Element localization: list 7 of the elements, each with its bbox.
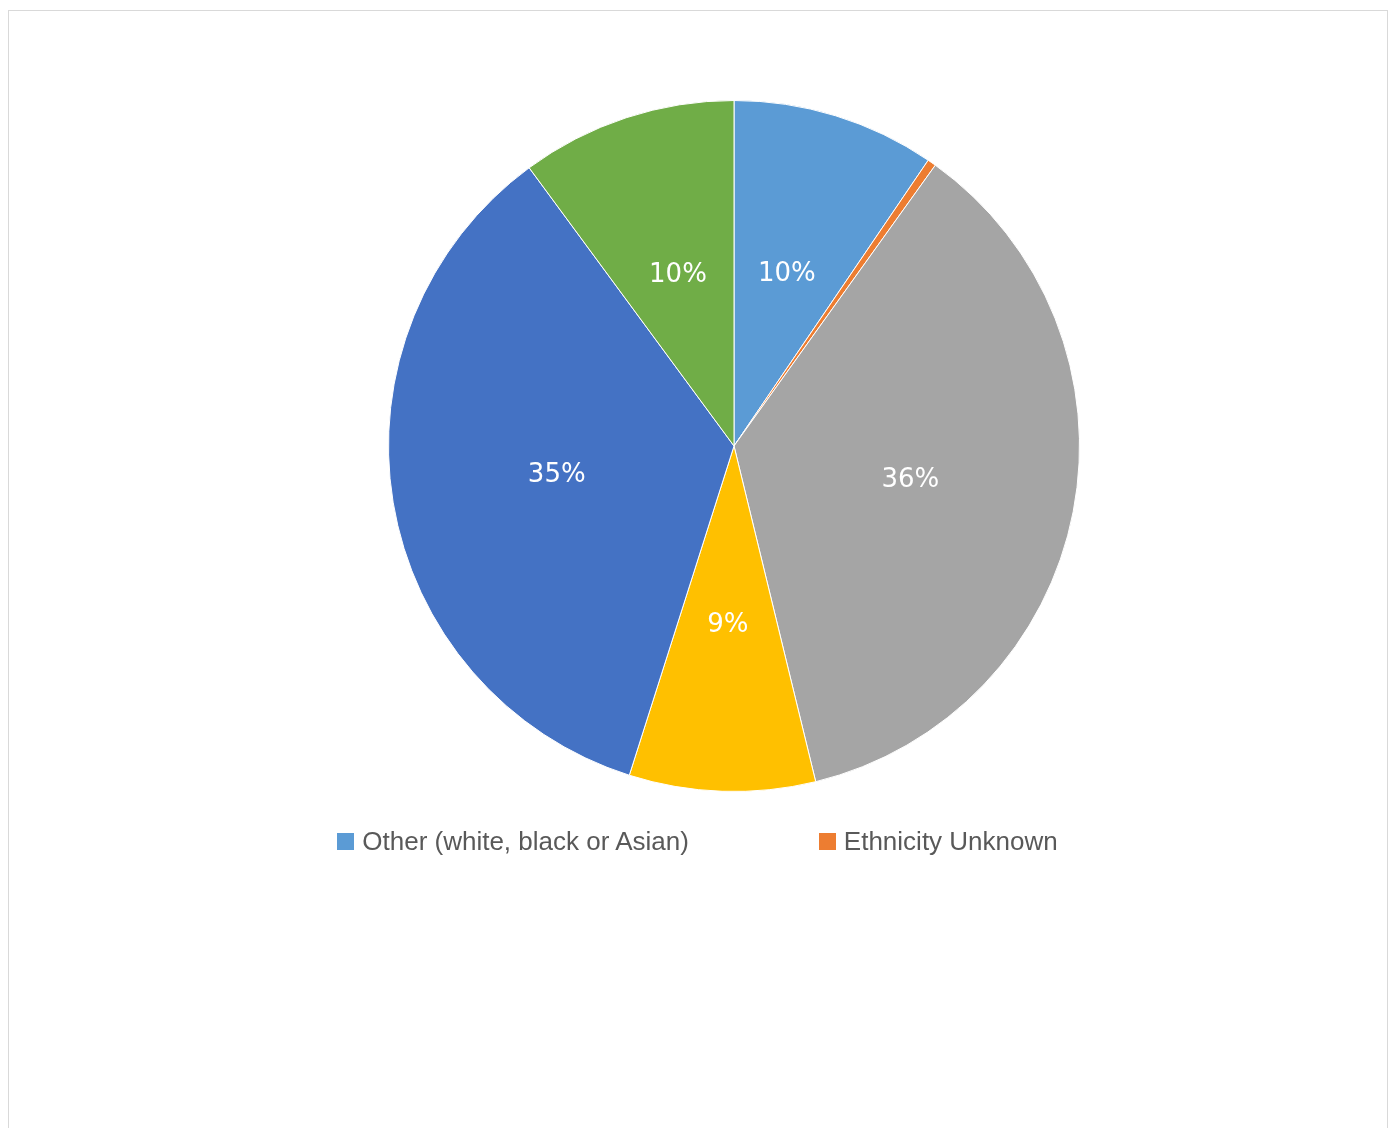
data-label: 35% (527, 457, 586, 488)
data-label: 9% (707, 608, 749, 639)
legend-label: Other (white, black or Asian) (362, 826, 689, 857)
data-label: 36% (881, 462, 940, 493)
data-label: 10% (757, 257, 816, 288)
data-label: 10% (649, 258, 707, 289)
legend-label: Ethnicity Unknown (843, 826, 1058, 857)
